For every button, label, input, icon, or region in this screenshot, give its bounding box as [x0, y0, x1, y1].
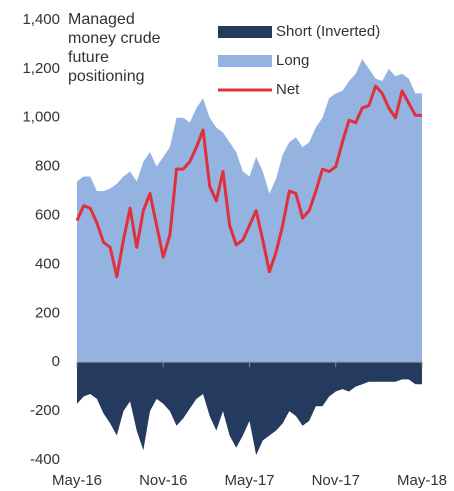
legend-label: Short (Inverted)	[276, 23, 380, 40]
x-tick-label: Nov-16	[139, 472, 187, 489]
y-tick-label: -200	[30, 402, 60, 419]
area	[77, 362, 422, 456]
chart-title: Managed money crude future positioning	[68, 11, 161, 85]
x-tick-label: May-18	[397, 472, 447, 489]
legend-swatch	[218, 26, 272, 38]
legend-label: Net	[276, 81, 300, 98]
y-tick-label: 600	[35, 207, 60, 224]
y-tick-label: 400	[35, 255, 60, 272]
y-tick-label: 1,400	[22, 11, 60, 28]
x-tick-label: Nov-17	[312, 472, 360, 489]
y-tick-label: 200	[35, 304, 60, 321]
legend-swatch	[218, 55, 272, 67]
x-tick-label: May-17	[224, 472, 274, 489]
y-tick-label: 1,000	[22, 109, 60, 126]
area	[77, 59, 422, 363]
y-tick-label: -400	[30, 451, 60, 468]
legend-label: Long	[276, 52, 309, 69]
x-tick-label: May-16	[52, 472, 102, 489]
line	[75, 84, 422, 279]
y-tick-label: 800	[35, 158, 60, 175]
y-tick-label: 0	[52, 353, 60, 370]
y-tick-label: 1,200	[22, 60, 60, 77]
